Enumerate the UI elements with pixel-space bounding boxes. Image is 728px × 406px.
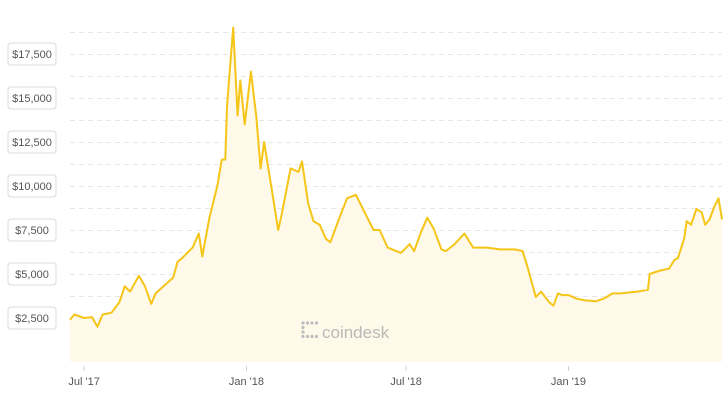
y-tick: $2,500 [7,306,57,330]
y-tick-label: $7,500 [15,225,49,237]
y-tick-label: $17,500 [12,49,52,61]
logo-dot [314,334,319,339]
logo-dot [314,321,319,325]
logo-dot [305,334,310,339]
price-line [69,26,723,328]
y-tick-label: $5,000 [15,269,49,281]
x-tick-label: Jul '17 [68,376,99,388]
y-tick: $17,500 [7,42,57,66]
logo-dot [305,321,310,325]
y-tick: $10,000 [7,174,57,198]
logo-dot [301,325,305,330]
y-tick-box [7,262,57,286]
y-tick-box [7,42,57,66]
x-tick-label: Jul '18 [390,376,421,388]
price-area [70,27,722,362]
y-axis: $2,500 $5,000 $7,500 $10,000 $12,500 $15,000 $… [7,42,57,330]
y-tick-box [7,306,57,330]
logo-dot [301,321,305,325]
x-tick-label: Jan '19 [551,376,586,388]
logo-dot [301,334,305,339]
y-tick: $5,000 [7,262,57,286]
logo-dot [301,330,305,334]
y-tick-label: $2,500 [15,313,49,325]
logo-dot [310,334,314,339]
logo-dot [310,321,314,325]
y-tick-label: $15,000 [12,93,52,105]
y-tick-box [7,174,57,198]
y-tick-box [7,130,57,154]
y-tick-box [7,86,57,110]
brand-name: coindesk [322,323,390,342]
coindesk-dots-icon [301,321,319,339]
x-axis: Jul '17 Jan '18 Jul '18 Jan '19 [68,366,586,388]
coindesk-watermark: coindesk [301,321,390,342]
y-tick: $7,500 [7,218,57,242]
x-tick-label: Jan '18 [229,376,264,388]
y-tick: $12,500 [7,130,57,154]
y-tick: $15,000 [7,86,57,110]
y-tick-label: $12,500 [12,137,52,149]
y-tick-label: $10,000 [12,181,52,193]
y-tick-box [7,218,57,242]
